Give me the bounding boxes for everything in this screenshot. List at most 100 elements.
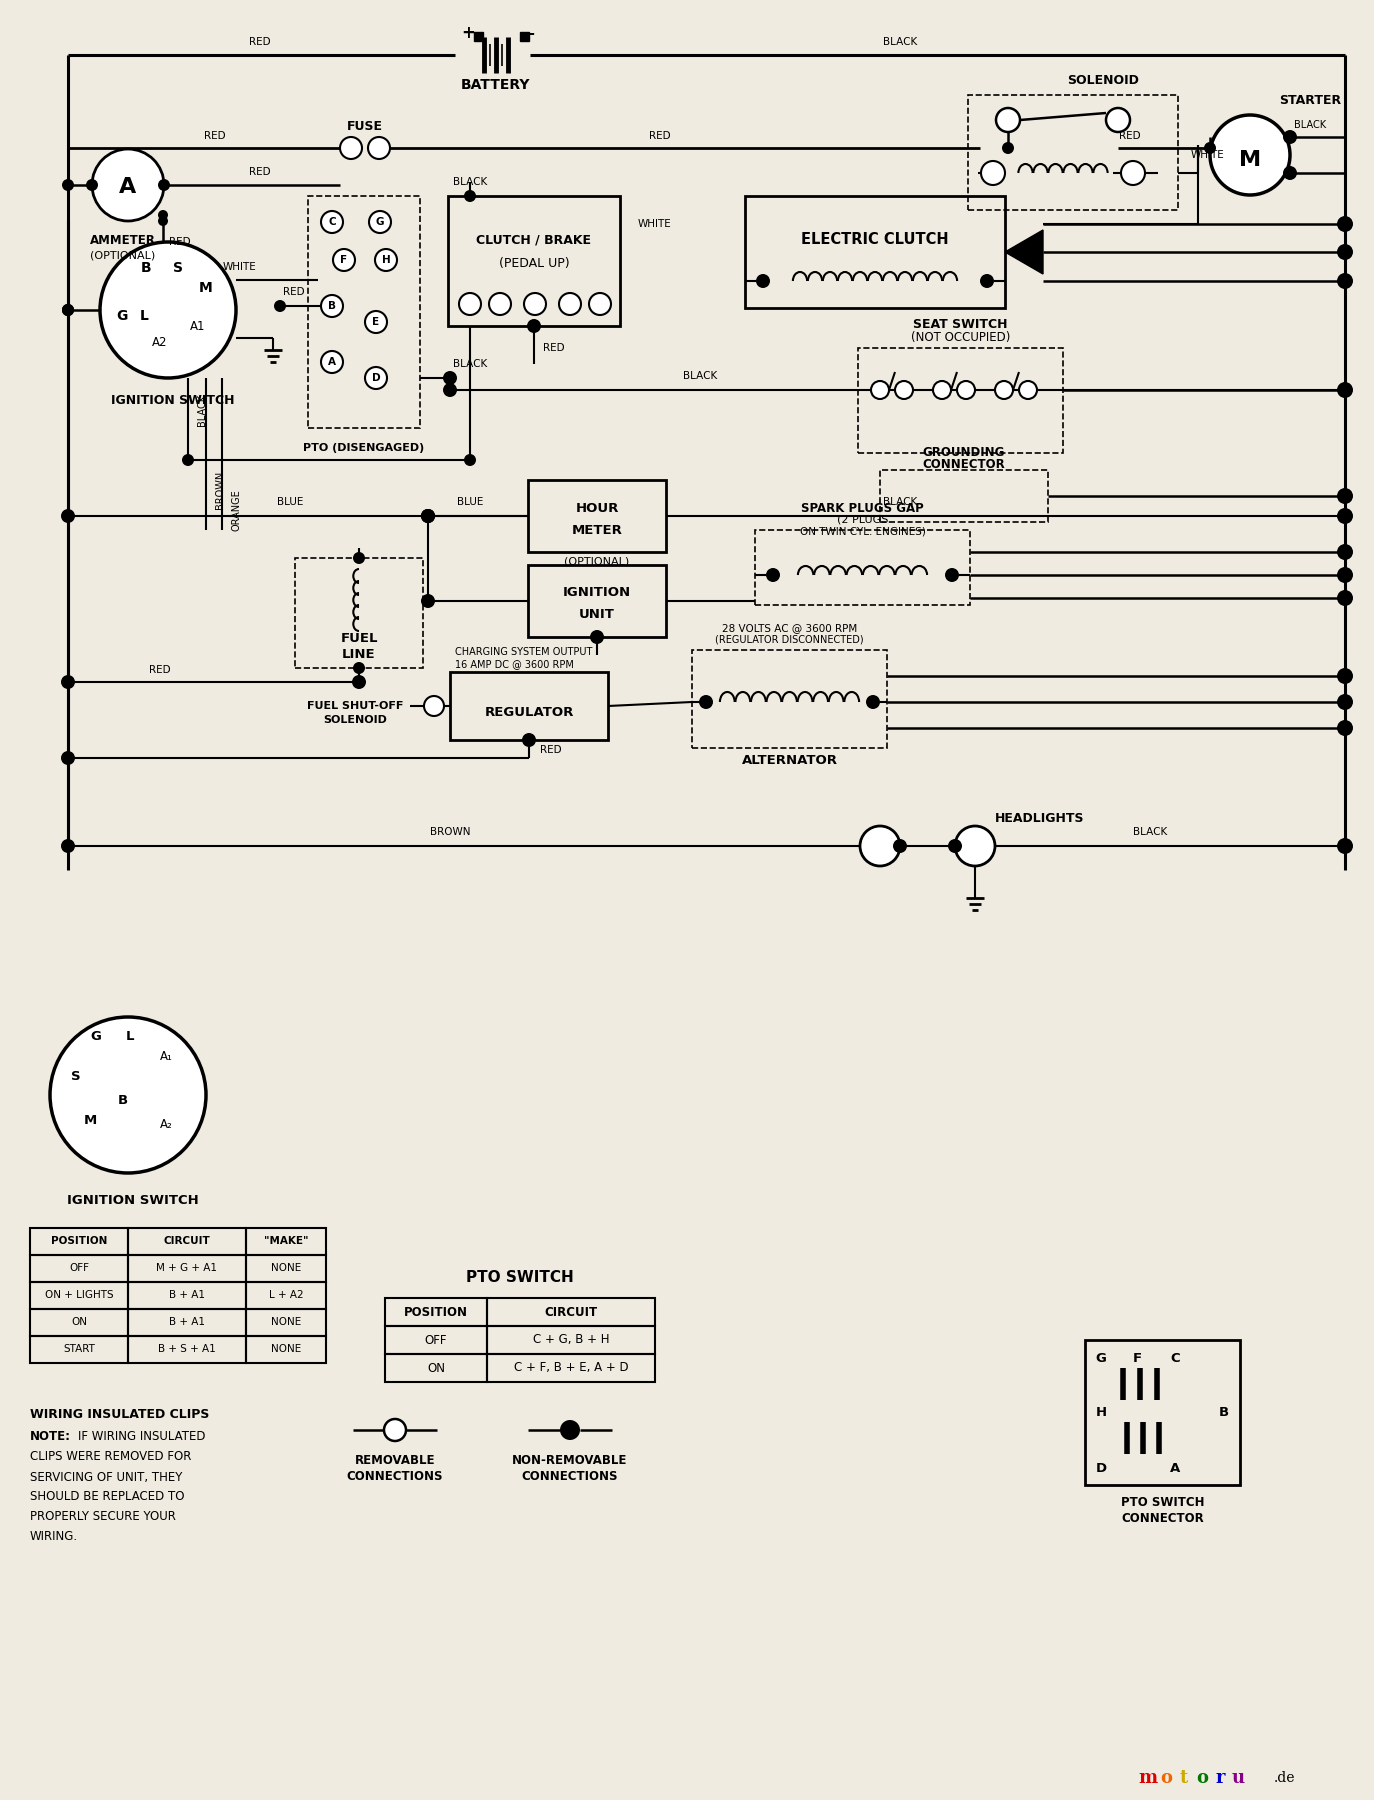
- Text: RED: RED: [540, 745, 562, 754]
- Text: A: A: [120, 176, 136, 196]
- Text: WIRING.: WIRING.: [30, 1530, 78, 1544]
- Text: RED: RED: [150, 664, 170, 675]
- Text: ON: ON: [427, 1361, 445, 1375]
- Circle shape: [1337, 245, 1353, 259]
- Text: WHITE: WHITE: [223, 263, 257, 272]
- Circle shape: [420, 509, 436, 524]
- Text: SOLENOID: SOLENOID: [1068, 74, 1139, 88]
- Text: SOLENOID: SOLENOID: [323, 715, 387, 725]
- Text: METER: METER: [572, 524, 622, 536]
- Circle shape: [1204, 142, 1216, 155]
- Circle shape: [699, 695, 713, 709]
- Circle shape: [1002, 142, 1014, 155]
- Circle shape: [1106, 108, 1129, 131]
- Circle shape: [100, 241, 236, 378]
- Text: .de: .de: [1274, 1771, 1296, 1786]
- Bar: [486, 1298, 655, 1327]
- Circle shape: [375, 248, 397, 272]
- Text: "MAKE": "MAKE": [264, 1237, 308, 1246]
- Text: M + G + A1: M + G + A1: [157, 1264, 217, 1273]
- Circle shape: [860, 826, 900, 866]
- Text: A2: A2: [153, 335, 168, 349]
- Text: SEAT SWITCH: SEAT SWITCH: [914, 317, 1007, 331]
- Bar: [128, 1282, 246, 1309]
- Circle shape: [353, 662, 365, 673]
- Circle shape: [559, 293, 581, 315]
- Circle shape: [765, 569, 780, 581]
- Circle shape: [62, 304, 74, 317]
- Text: B + A1: B + A1: [169, 1291, 205, 1300]
- Bar: [486, 1327, 655, 1354]
- Text: B + S + A1: B + S + A1: [158, 1345, 216, 1354]
- Text: L: L: [126, 1030, 135, 1044]
- Circle shape: [62, 304, 74, 317]
- Bar: [30, 1309, 128, 1336]
- Text: A1: A1: [190, 320, 206, 333]
- Bar: [295, 558, 423, 668]
- Circle shape: [158, 216, 168, 227]
- Text: S: S: [173, 261, 183, 275]
- Circle shape: [1283, 130, 1297, 144]
- Text: D: D: [372, 373, 381, 383]
- Text: AMMETER: AMMETER: [91, 234, 155, 247]
- Text: B: B: [118, 1094, 128, 1107]
- Text: 16 AMP DC @ 3600 RPM: 16 AMP DC @ 3600 RPM: [455, 659, 574, 670]
- Circle shape: [1020, 382, 1037, 400]
- Circle shape: [1283, 166, 1297, 180]
- Text: LINE: LINE: [342, 648, 376, 661]
- Circle shape: [365, 311, 387, 333]
- Circle shape: [756, 274, 769, 288]
- Text: BLACK: BLACK: [453, 176, 488, 187]
- Circle shape: [322, 351, 344, 373]
- Circle shape: [322, 295, 344, 317]
- Text: CONNECTIONS: CONNECTIONS: [346, 1469, 444, 1483]
- Text: RED: RED: [169, 238, 191, 247]
- Text: WHITE: WHITE: [1191, 149, 1224, 160]
- Text: NONE: NONE: [271, 1345, 301, 1354]
- Circle shape: [365, 367, 387, 389]
- Text: (OPTIONAL): (OPTIONAL): [565, 556, 629, 567]
- Bar: [486, 1354, 655, 1382]
- Text: (REGULATOR DISCONNECTED): (REGULATOR DISCONNECTED): [716, 635, 864, 644]
- Text: RED: RED: [543, 344, 565, 353]
- Text: BLACK: BLACK: [683, 371, 717, 382]
- Text: GROUNDING: GROUNDING: [923, 446, 1006, 459]
- Bar: [30, 1228, 128, 1255]
- Text: START: START: [63, 1345, 95, 1354]
- Circle shape: [1337, 590, 1353, 607]
- Circle shape: [522, 733, 536, 747]
- Text: RED: RED: [649, 131, 671, 140]
- Text: REMOVABLE: REMOVABLE: [354, 1454, 436, 1467]
- Text: o: o: [1160, 1769, 1172, 1787]
- Circle shape: [420, 594, 436, 608]
- Text: RED: RED: [249, 38, 271, 47]
- Text: IGNITION: IGNITION: [563, 587, 631, 599]
- Text: PTO SWITCH: PTO SWITCH: [466, 1271, 574, 1285]
- Text: B: B: [140, 261, 151, 275]
- Bar: [754, 529, 970, 605]
- Text: H: H: [382, 256, 390, 265]
- Circle shape: [894, 382, 912, 400]
- Circle shape: [981, 160, 1004, 185]
- Text: G: G: [117, 310, 128, 322]
- Text: M: M: [84, 1114, 96, 1127]
- Text: CLUTCH / BRAKE: CLUTCH / BRAKE: [477, 234, 591, 247]
- Bar: [448, 196, 620, 326]
- Circle shape: [181, 454, 194, 466]
- Text: ELECTRIC CLUTCH: ELECTRIC CLUTCH: [801, 232, 949, 247]
- Bar: [528, 565, 666, 637]
- Circle shape: [92, 149, 164, 221]
- Circle shape: [955, 826, 995, 866]
- Bar: [128, 1336, 246, 1363]
- Circle shape: [866, 695, 879, 709]
- Circle shape: [945, 569, 959, 581]
- Text: NONE: NONE: [271, 1318, 301, 1327]
- Bar: [474, 32, 484, 41]
- Circle shape: [158, 211, 168, 220]
- Text: NOTE:: NOTE:: [30, 1429, 71, 1442]
- Text: u: u: [1231, 1769, 1245, 1787]
- Bar: [1085, 1339, 1239, 1485]
- Circle shape: [489, 293, 511, 315]
- Circle shape: [589, 293, 611, 315]
- Circle shape: [353, 553, 365, 563]
